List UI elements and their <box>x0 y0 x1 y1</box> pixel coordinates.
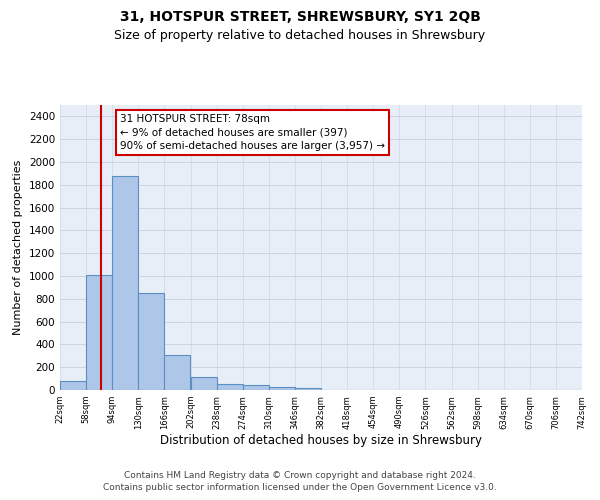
Bar <box>86 275 112 390</box>
Bar <box>295 388 321 390</box>
Bar <box>242 386 269 390</box>
Bar <box>191 378 217 390</box>
Bar <box>164 354 190 390</box>
Bar <box>60 382 86 390</box>
Y-axis label: Number of detached properties: Number of detached properties <box>13 160 23 335</box>
Bar <box>217 384 242 390</box>
Text: Contains HM Land Registry data © Crown copyright and database right 2024.
Contai: Contains HM Land Registry data © Crown c… <box>103 471 497 492</box>
Text: 31 HOTSPUR STREET: 78sqm
← 9% of detached houses are smaller (397)
90% of semi-d: 31 HOTSPUR STREET: 78sqm ← 9% of detache… <box>120 114 385 150</box>
Text: 31, HOTSPUR STREET, SHREWSBURY, SY1 2QB: 31, HOTSPUR STREET, SHREWSBURY, SY1 2QB <box>119 10 481 24</box>
X-axis label: Distribution of detached houses by size in Shrewsbury: Distribution of detached houses by size … <box>160 434 482 448</box>
Bar <box>139 293 164 390</box>
Bar <box>269 387 295 390</box>
Text: Size of property relative to detached houses in Shrewsbury: Size of property relative to detached ho… <box>115 29 485 42</box>
Bar <box>112 176 138 390</box>
